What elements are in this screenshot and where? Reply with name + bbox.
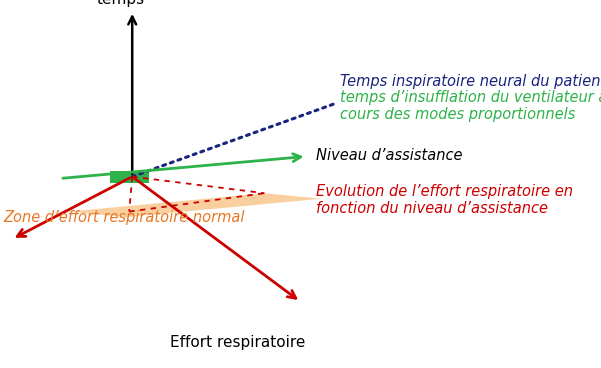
Text: Temps inspiratoire neural du patient et: Temps inspiratoire neural du patient et	[340, 74, 601, 89]
Text: Niveau d’assistance: Niveau d’assistance	[316, 148, 462, 163]
Text: Effort respiratoire: Effort respiratoire	[169, 335, 305, 350]
Polygon shape	[69, 193, 322, 217]
Text: Zone d’effort respiratoire normal: Zone d’effort respiratoire normal	[3, 210, 245, 225]
Text: fonction du niveau d’assistance: fonction du niveau d’assistance	[316, 201, 548, 216]
Bar	[109, 171, 149, 183]
Text: Evolution de l’effort respiratoire en: Evolution de l’effort respiratoire en	[316, 184, 573, 199]
Text: cours des modes proportionnels: cours des modes proportionnels	[340, 107, 575, 122]
Text: temps: temps	[96, 0, 144, 7]
Text: temps d’insufflation du ventilateur au: temps d’insufflation du ventilateur au	[340, 90, 601, 105]
